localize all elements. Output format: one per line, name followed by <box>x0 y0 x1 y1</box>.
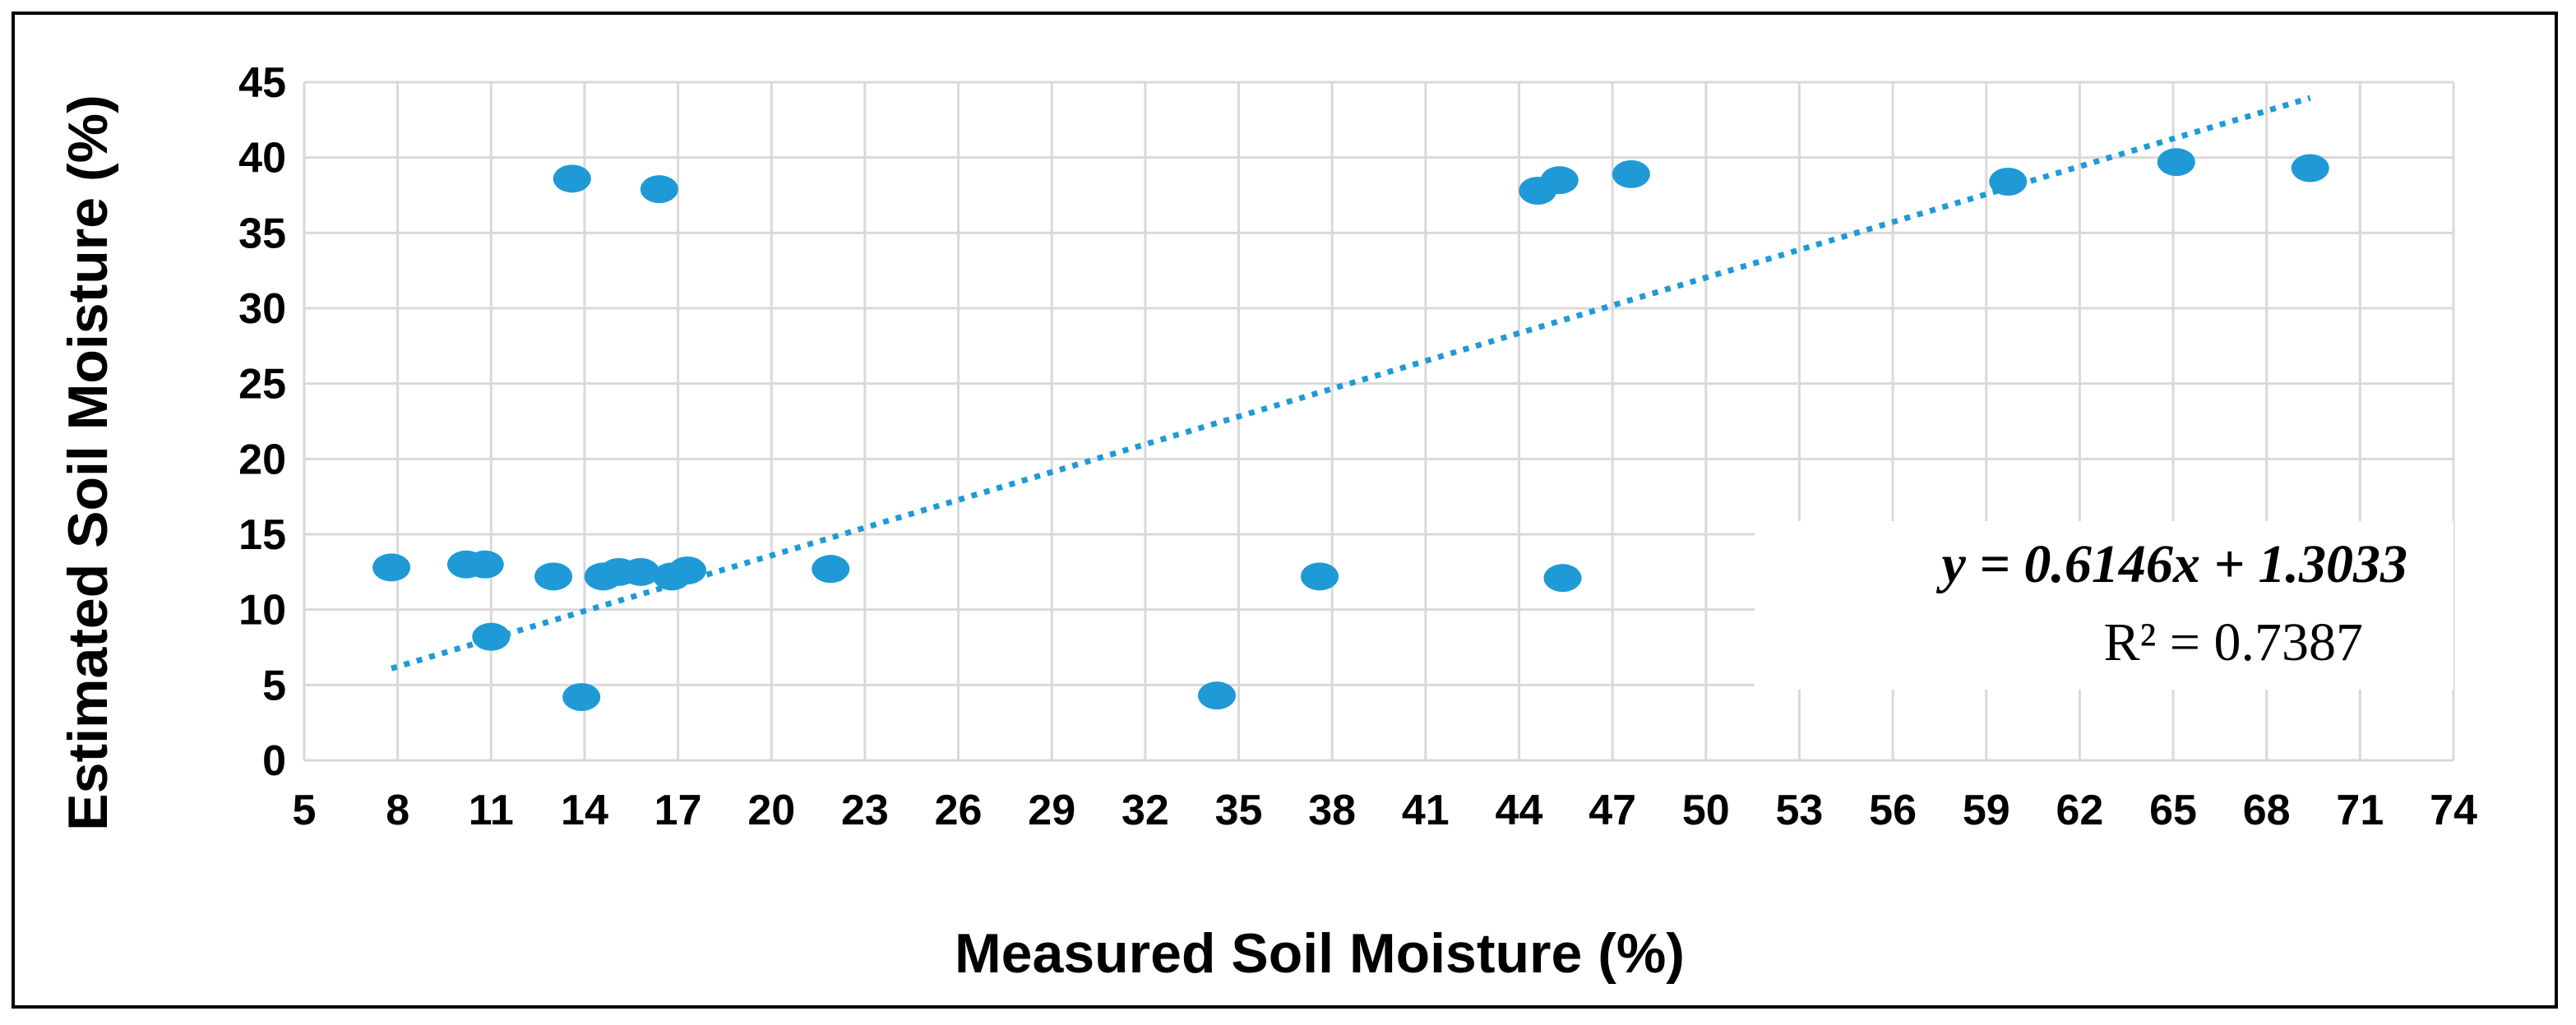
x-tick-label: 41 <box>1402 787 1450 834</box>
y-tick-label: 0 <box>262 737 286 785</box>
x-tick-label: 20 <box>747 787 795 834</box>
trendline-equation: y = 0.6146x + 1.3033 <box>1935 534 2407 594</box>
data-point <box>372 553 411 582</box>
x-tick-label: 53 <box>1776 787 1824 834</box>
data-point <box>2157 148 2195 177</box>
y-axis-title: Estimated Soil Moisture (%) <box>57 95 119 830</box>
data-point <box>562 683 601 711</box>
x-tick-label: 8 <box>386 787 409 834</box>
x-tick-label: 74 <box>2430 787 2477 834</box>
data-point <box>1301 562 1339 591</box>
data-point <box>1543 564 1582 593</box>
x-tick-label: 17 <box>654 787 702 834</box>
x-tick-label: 47 <box>1589 787 1636 834</box>
y-tick-label: 15 <box>238 511 286 559</box>
data-point <box>1612 159 1650 188</box>
y-tick-label: 35 <box>238 210 286 257</box>
y-tick-label: 30 <box>238 285 286 333</box>
x-tick-label: 5 <box>293 787 317 834</box>
y-tick-label: 45 <box>238 59 286 107</box>
data-points <box>372 148 2329 711</box>
x-tick-label: 29 <box>1028 787 1075 834</box>
chart-frame: 5 8 11 14 17 20 23 26 29 32 35 38 41 44 47 50 53 56 59 62 65… <box>12 12 2558 1009</box>
data-point <box>2291 154 2329 182</box>
x-tick-label: 50 <box>1682 787 1730 834</box>
data-point <box>812 555 850 584</box>
x-tick-label: 14 <box>561 787 608 834</box>
x-tick-label: 62 <box>2056 787 2103 834</box>
x-tick-label: 56 <box>1869 787 1917 834</box>
x-tick-label: 32 <box>1122 787 1169 834</box>
r-squared-label: R² = 0.7387 <box>2103 612 2363 672</box>
trendline-group <box>391 95 2311 672</box>
x-tick-label: 23 <box>841 787 889 834</box>
x-tick-label: 68 <box>2243 787 2291 834</box>
y-tick-label: 10 <box>238 587 286 635</box>
x-tick-label: 44 <box>1496 787 1543 834</box>
x-tick-label: 71 <box>2336 787 2384 834</box>
x-tick-label: 35 <box>1215 787 1263 834</box>
data-point <box>622 557 660 586</box>
y-tick-label: 20 <box>238 436 286 483</box>
x-tick-label: 11 <box>469 787 514 834</box>
data-point <box>1540 166 1579 195</box>
data-point <box>1989 168 2028 196</box>
y-tick-labels: 0 5 10 15 20 25 30 35 40 45 <box>238 59 286 785</box>
x-tick-label: 38 <box>1308 787 1356 834</box>
data-point <box>472 622 511 651</box>
data-point <box>553 164 591 193</box>
data-point <box>640 175 678 204</box>
trendline <box>391 95 2311 672</box>
x-tick-labels: 5 8 11 14 17 20 23 26 29 32 35 38 41 44 47 50 53 56 59 62 65… <box>293 787 2477 834</box>
x-tick-label: 65 <box>2149 787 2197 834</box>
data-point <box>668 556 706 584</box>
x-axis-title: Measured Soil Moisture (%) <box>955 922 1685 985</box>
y-tick-label: 5 <box>262 662 286 709</box>
data-point <box>465 550 504 579</box>
scatter-chart: 5 8 11 14 17 20 23 26 29 32 35 38 41 44 47 50 53 56 59 62 65… <box>57 59 2477 985</box>
equation-box <box>1755 521 2453 690</box>
data-point <box>534 562 573 591</box>
x-tick-label: 59 <box>1963 787 2010 834</box>
y-tick-label: 25 <box>238 361 286 409</box>
data-point <box>1198 681 1237 710</box>
y-tick-label: 40 <box>238 135 286 182</box>
x-tick-label: 26 <box>935 787 983 834</box>
